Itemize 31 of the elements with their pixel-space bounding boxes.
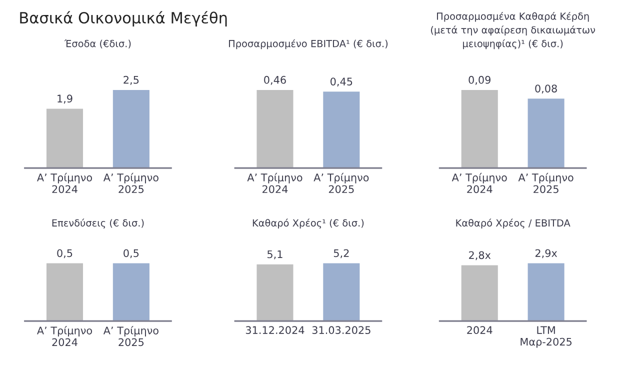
data-label: 1,9 [58,94,72,104]
data-label: 0,46 [264,76,286,85]
x-tick-label: Α’ Τρίμηνο 2025 [314,172,369,194]
data-label: 5,1 [268,250,282,260]
chart-title: Έσοδα (€δισ.) [64,39,131,48]
x-tick-label: 2024 [467,326,492,334]
chart-title: Προσαρμοσμένα Καθαρά Κέρδη (μετά την αφαίρεση δικαιωμάτων μειοψηφίας)¹ (€ δισ.) [431,12,596,50]
chart-title: Προσαρμοσμένο EBITDA¹ (€ δισ.) [229,39,388,50]
x-tick-label: Α’ Τρίμηνο 2024 [36,172,92,194]
data-label: 0,08 [535,84,557,94]
data-label: 0,5 [124,249,139,258]
x-tick-label: Α’ Τρίμηνο 2025 [103,172,158,194]
data-label: 2,9x [535,249,558,258]
data-label: 0,45 [330,78,352,87]
data-label: 0,5 [57,249,72,258]
x-tick-label: 31.12.2024 [246,326,304,334]
x-tick-label: Α’ Τρίμηνο 2025 [103,326,158,346]
x-tick-label: Α’ Τρίμηνο 2024 [452,172,507,194]
data-label: 0,09 [468,76,490,85]
x-tick-label: Α’ Τρίμηνο 2024 [36,326,92,346]
x-tick-label: Α’ Τρίμηνο 2025 [518,172,574,194]
x-tick-label: Α’ Τρίμηνο 2024 [247,172,302,194]
text: Βασικά Οικονομικά Μεγέθη [20,11,227,26]
chart-title: Καθαρό Χρέος / EBITDA [456,218,570,228]
data-label: 5,2 [334,249,349,258]
x-tick-label: 31.03.2025 [312,326,370,334]
chart-title: Καθαρό Χρέος¹ (€ δισ.) [252,218,364,228]
chart-title: Επενδύσεις (€ δισ.) [52,218,144,228]
data-label: 2,8x [469,251,491,260]
data-label: 2,5 [124,76,139,85]
x-tick-label: LTM Μαρ-2025 [520,326,572,348]
